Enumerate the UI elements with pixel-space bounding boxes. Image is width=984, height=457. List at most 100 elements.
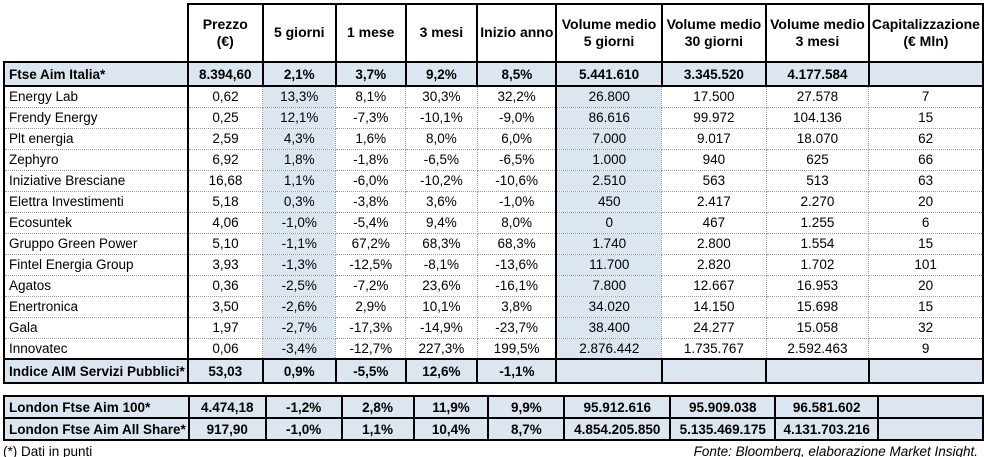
row-label: Energy Lab [3, 85, 189, 108]
value-cell: 32,2% [476, 85, 558, 108]
column-header: 3 mesi [404, 3, 479, 63]
row-label: Innovatec [3, 337, 189, 360]
value-cell: 14.150 [661, 295, 767, 318]
value-cell: 8.394,60 [186, 61, 264, 87]
value-cell: 95.912.616 [563, 395, 672, 419]
value-cell: -7,2% [335, 274, 406, 297]
table-row: London Ftse Aim 100* 4.474,18 -1,2% 2,8% 11,… [3, 395, 984, 419]
column-header: Inizio anno [476, 3, 558, 63]
column-header-line1: Inizio anno [480, 24, 554, 41]
value-cell: -14,9% [405, 316, 478, 339]
value-cell: 20 [868, 190, 984, 213]
row-label: Elettra Investimenti [3, 190, 189, 213]
value-cell: 1.000 [555, 148, 663, 171]
table-row: Ftse Aim Italia* 8.394,60 2,1% 3,7% 9,2% 8,5%… [3, 61, 984, 87]
column-header-line1: Volume medio [770, 15, 865, 32]
row-label: London Ftse Aim 100* [3, 395, 190, 419]
row-label: Gala [3, 316, 189, 339]
value-cell: -3,8% [335, 190, 406, 213]
column-header-line1: Volume medio [666, 15, 762, 32]
value-cell: 6 [868, 211, 984, 234]
row-label: Plt energia [3, 127, 189, 150]
row-label: Ecosuntek [3, 211, 189, 234]
row-label: Iniziative Bresciane [3, 169, 189, 192]
value-cell: 7.000 [555, 127, 663, 150]
footer: (*) Dati in punti Fonte: Bloomberg, elab… [3, 444, 978, 457]
row-label: London Ftse Aim All Share* [3, 417, 190, 441]
value-cell: 1.255 [765, 211, 870, 234]
value-cell: -7,3% [335, 106, 406, 129]
value-cell: 10,1% [405, 295, 478, 318]
value-cell: 13,3% [262, 85, 337, 108]
value-cell: -12,7% [335, 337, 406, 360]
value-cell: -8,1% [405, 253, 478, 276]
table-row: Gala 1,97 -2,7% -17,3% -14,9% -23,7% 38.400 24.… [3, 316, 984, 339]
value-cell: 9,4% [405, 211, 478, 234]
table-row: Innovatec 0,06 -3,4% -12,7% 227,3% 199,5% 2.87… [3, 337, 984, 360]
value-cell: 2.820 [661, 253, 767, 276]
value-cell: 38.400 [555, 316, 663, 339]
value-cell: 11.700 [555, 253, 663, 276]
row-label: Fintel Energia Group [3, 253, 189, 276]
column-header-line2: 5 giorni [583, 33, 635, 49]
value-cell [867, 61, 984, 87]
table-row: Gruppo Green Power 5,10 -1,1% 67,2% 68,3% 68,… [3, 232, 984, 255]
value-cell [877, 395, 984, 419]
row-label: Frendy Energy [3, 106, 189, 129]
value-cell: 5.135.469.175 [669, 417, 777, 441]
value-cell: 2,59 [187, 127, 264, 150]
value-cell: -23,7% [476, 316, 558, 339]
value-cell: 53,03 [186, 358, 264, 384]
value-cell: 1.740 [555, 232, 663, 255]
column-header-line1: 5 giorni [273, 24, 325, 41]
value-cell: 467 [661, 211, 767, 234]
value-cell: 3.345.520 [660, 61, 768, 87]
corner-blank-cell [4, 4, 188, 62]
value-cell: 7.800 [555, 274, 663, 297]
value-cell: 12.667 [661, 274, 767, 297]
value-cell: 4,06 [187, 211, 264, 234]
value-cell: -10,2% [405, 169, 478, 192]
column-header-line2: (€) [216, 33, 234, 49]
value-cell: 9 [868, 337, 984, 360]
value-cell [555, 358, 663, 384]
value-cell: 0,36 [187, 274, 264, 297]
value-cell: 66 [868, 148, 984, 171]
value-cell: -17,3% [335, 316, 406, 339]
value-cell: 8,1% [335, 85, 406, 108]
value-cell: -1,0% [476, 190, 558, 213]
value-cell: 10,4% [412, 417, 490, 441]
table-row: Energy Lab 0,62 13,3% 8,1% 30,3% 32,2% 26.800 1… [3, 85, 984, 108]
table-row: Indice AIM Servizi Pubblici* 53,03 0,9% -5,… [3, 358, 984, 384]
value-cell: 99.972 [661, 106, 767, 129]
value-cell: 5.441.610 [555, 61, 663, 87]
column-header-line2: (€ Mln) [903, 33, 949, 49]
value-cell: 16.953 [765, 274, 870, 297]
value-cell: 18.070 [765, 127, 870, 150]
table-row: Iniziative Bresciane 16,68 1,1% -6,0% -10,2%… [3, 169, 984, 192]
value-cell: -3,4% [262, 337, 337, 360]
value-cell: -13,6% [476, 253, 558, 276]
value-cell: 9,9% [487, 395, 566, 419]
table-row: Plt energia 2,59 4,3% 1,6% 8,0% 6,0% 7.000 9.01… [3, 127, 984, 150]
value-cell: -10,6% [476, 169, 558, 192]
value-cell: 1,97 [187, 316, 264, 339]
value-cell: -1,2% [264, 395, 343, 419]
value-cell: -2,6% [262, 295, 337, 318]
header-row: Prezzo (€) 5 giorni 1 mese 3 mesi Inizio anno… [4, 3, 984, 63]
value-cell: 1.735.767 [661, 337, 767, 360]
value-cell: 5,18 [187, 190, 264, 213]
value-cell: 2,9% [335, 295, 406, 318]
value-cell: -2,5% [262, 274, 337, 297]
value-cell: 0,25 [187, 106, 264, 129]
value-cell: 11,9% [412, 395, 490, 419]
value-cell: 199,5% [476, 337, 558, 360]
value-cell: 24.277 [661, 316, 767, 339]
value-cell: 6,0% [476, 127, 558, 150]
row-label: Enertronica [3, 295, 189, 318]
footnote-source: Fonte: Bloomberg, elaborazione Market In… [693, 444, 978, 457]
column-header-line1: Prezzo [202, 15, 248, 32]
value-cell: 26.800 [555, 85, 663, 108]
value-cell: 4.177.584 [765, 61, 870, 87]
